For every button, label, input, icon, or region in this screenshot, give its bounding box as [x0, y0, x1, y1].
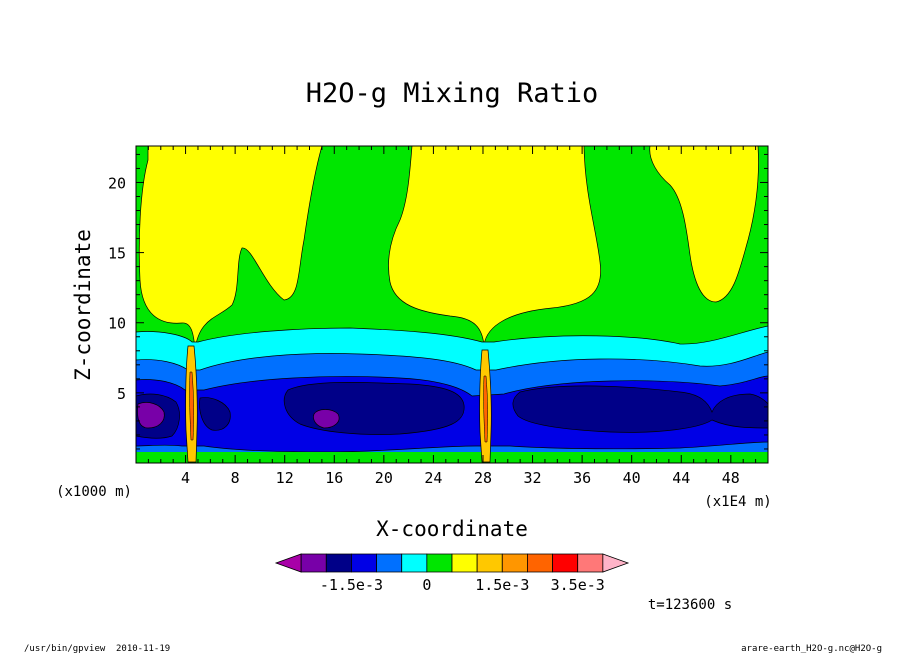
navy-core-left-inner — [199, 397, 231, 431]
x-tick-label: 36 — [573, 469, 591, 487]
x-axis: 4 8 12 16 20 24 28 32 36 40 44 48 — [147, 146, 757, 487]
y-tick-label: 20 — [108, 174, 126, 192]
plot-area — [136, 146, 768, 463]
plume-left-inner — [189, 371, 194, 441]
colorbar-tick-label: 1.5e-3 — [475, 576, 529, 594]
colorbar-swatch — [451, 553, 478, 573]
x-tick-label: 32 — [524, 469, 542, 487]
upper-moist-region-right — [649, 146, 759, 303]
colorbar-labels: -1.5e-3 0 1.5e-3 3.5e-3 — [320, 576, 605, 594]
y-axis: 5 10 15 20 — [108, 153, 768, 450]
x-axis-unit: (x1E4 m) — [704, 494, 771, 510]
colorbar-swatch — [552, 553, 579, 573]
colorbar-tick-label: 3.5e-3 — [551, 576, 605, 594]
x-tick-label: 4 — [181, 469, 190, 487]
x-tick-label: 28 — [474, 469, 492, 487]
y-axis-title: Z-coordinate — [71, 229, 95, 381]
colorbar-swatch — [527, 553, 553, 573]
x-tick-label: 40 — [623, 469, 641, 487]
colorbar-swatch — [351, 553, 377, 573]
bottom-band — [136, 452, 768, 463]
colorbar — [274, 553, 630, 573]
chart-title: H2O-g Mixing Ratio — [306, 78, 599, 109]
colorbar-swatch — [577, 553, 604, 573]
colorbar-swatch — [476, 553, 503, 573]
x-tick-label: 48 — [722, 469, 740, 487]
colorbar-swatch — [325, 553, 352, 573]
upper-moist-region-center — [388, 146, 602, 346]
upper-moist-region-left — [138, 146, 323, 351]
colorbar-swatch — [401, 553, 428, 573]
x-axis-title: X-coordinate — [376, 517, 528, 541]
colorbar-swatch — [602, 553, 630, 573]
colorbar-swatch — [376, 553, 403, 573]
colorbar-swatch — [300, 553, 327, 573]
colorbar-swatch — [501, 553, 528, 573]
x-tick-label: 12 — [276, 469, 294, 487]
x-tick-label: 20 — [375, 469, 393, 487]
x-tick-label: 44 — [672, 469, 690, 487]
x-tick-label: 16 — [325, 469, 343, 487]
colorbar-swatch — [426, 553, 453, 573]
purple-core-left — [137, 402, 165, 429]
y-axis-unit: (x1000 m) — [56, 484, 132, 500]
footer-program: /usr/bin/gpview — [24, 644, 106, 654]
x-tick-label: 8 — [231, 469, 240, 487]
purple-core-main — [313, 409, 340, 429]
navy-core-main — [283, 382, 465, 435]
x-tick-label: 24 — [424, 469, 442, 487]
footer-date: 2010-11-19 — [116, 644, 170, 654]
plot-frame — [135, 145, 769, 464]
time-label: t=123600 s — [648, 597, 732, 613]
y-tick-label: 5 — [117, 385, 126, 403]
colorbar-tick-label: 0 — [422, 576, 431, 594]
colorbar-swatch — [274, 553, 302, 573]
y-tick-label: 10 — [108, 315, 126, 333]
navy-core-right — [512, 385, 768, 433]
plume-right-inner — [483, 375, 488, 443]
colorbar-tick-label: -1.5e-3 — [320, 576, 383, 594]
footer-source: arare-earth_H2O-g.nc@H2O-g — [741, 644, 882, 654]
y-tick-label: 15 — [108, 245, 126, 263]
